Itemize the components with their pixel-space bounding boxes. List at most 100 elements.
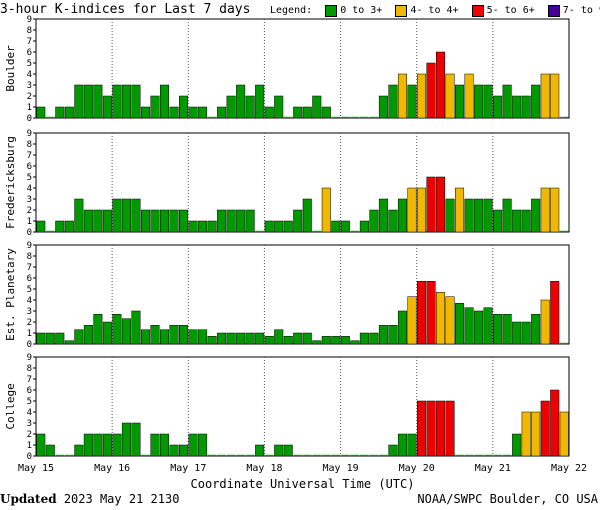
k-index-bar bbox=[436, 400, 446, 457]
k-index-bar bbox=[474, 198, 484, 233]
k-index-bar bbox=[64, 220, 74, 233]
k-index-bar bbox=[46, 116, 55, 118]
k-index-bar bbox=[188, 106, 198, 119]
legend-swatch-yellow bbox=[395, 5, 408, 17]
k-index-bar bbox=[426, 176, 436, 233]
y-tick-label: 4 bbox=[27, 408, 32, 418]
panel-label: Est. Planetary bbox=[4, 248, 17, 341]
legend: Legend: 0 to 3+ 4- to 4+ 5- to 6+ 7- to … bbox=[270, 5, 600, 19]
k-index-bar bbox=[83, 433, 93, 457]
k-index-bar bbox=[331, 220, 341, 233]
k-index-bar bbox=[159, 433, 170, 457]
k-index-bar bbox=[274, 95, 284, 119]
k-index-bar bbox=[93, 314, 103, 345]
y-tick-label: 2 bbox=[27, 92, 32, 102]
k-index-bar bbox=[369, 116, 379, 118]
k-index-bar bbox=[426, 281, 436, 345]
k-index-bar bbox=[283, 444, 293, 457]
k-index-bar bbox=[331, 336, 341, 345]
k-index-bar bbox=[207, 116, 217, 118]
k-index-bar bbox=[531, 314, 541, 345]
y-tick-label: 8 bbox=[27, 140, 32, 150]
source-credit: NOAA/SWPC Boulder, CO USA bbox=[417, 492, 598, 506]
legend-item-label: 4- to 4+ bbox=[410, 5, 459, 16]
y-tick-label: 5 bbox=[27, 59, 32, 69]
k-index-bar bbox=[140, 329, 150, 345]
y-tick-label: 8 bbox=[27, 252, 32, 262]
y-tick-label: 4 bbox=[27, 296, 32, 306]
k-index-bar bbox=[512, 95, 522, 119]
k-index-bar bbox=[131, 198, 141, 233]
x-axis-label: Coordinate Universal Time (UTC) bbox=[191, 477, 415, 491]
k-index-bar bbox=[150, 209, 160, 233]
k-index-bar bbox=[388, 84, 398, 119]
k-index-bar bbox=[540, 400, 550, 457]
k-index-bar bbox=[255, 84, 265, 119]
k-index-bar bbox=[540, 299, 550, 345]
k-index-bar bbox=[303, 454, 312, 456]
y-tick-label: 3 bbox=[27, 81, 32, 91]
k-index-bar bbox=[340, 336, 350, 345]
k-index-bar bbox=[483, 307, 493, 345]
k-index-bar bbox=[140, 106, 150, 119]
k-index-bar bbox=[369, 332, 379, 345]
y-tick-label: 0 bbox=[27, 452, 32, 462]
k-index-bar bbox=[217, 106, 227, 119]
k-index-bar bbox=[179, 325, 189, 345]
y-tick-label: 1 bbox=[27, 441, 32, 451]
k-index-bar bbox=[150, 433, 160, 457]
y-tick-label: 3 bbox=[27, 307, 32, 317]
k-index-bar bbox=[179, 209, 189, 233]
k-index-bar bbox=[102, 209, 112, 233]
k-index-bar bbox=[236, 454, 245, 456]
legend-item-label: 7- to 9 bbox=[562, 5, 600, 16]
updated-value: 2023 May 21 2130 bbox=[63, 492, 180, 506]
k-index-bar bbox=[407, 187, 417, 233]
legend-swatch-green bbox=[325, 5, 338, 17]
k-index-bar bbox=[102, 433, 112, 457]
k-index-bar bbox=[236, 84, 246, 119]
k-index-bar bbox=[264, 106, 274, 119]
k-index-bar bbox=[531, 84, 541, 119]
k-index-bar bbox=[397, 433, 407, 457]
k-index-bar bbox=[217, 454, 226, 456]
y-tick-label: 9 bbox=[27, 241, 32, 251]
k-index-bar bbox=[493, 95, 503, 119]
k-index-bar bbox=[350, 116, 360, 118]
y-tick-label: 7 bbox=[27, 263, 32, 273]
y-tick-label: 5 bbox=[27, 397, 32, 407]
k-index-bar bbox=[159, 329, 170, 345]
k-index-bar bbox=[474, 310, 484, 345]
k-index-bar bbox=[559, 342, 569, 344]
k-index-bar bbox=[36, 220, 46, 233]
k-index-bar bbox=[283, 336, 293, 345]
k-index-bar bbox=[559, 411, 569, 457]
y-tick-label: 0 bbox=[27, 228, 32, 238]
k-index-bar bbox=[65, 454, 74, 456]
legend-swatch-purple bbox=[547, 5, 560, 17]
k-index-bar bbox=[264, 220, 274, 233]
k-index-bar bbox=[312, 454, 322, 456]
k-index-bar bbox=[121, 84, 131, 119]
x-tick-label: May 22 bbox=[551, 463, 587, 474]
k-index-bar bbox=[179, 95, 189, 119]
k-index-bar bbox=[455, 187, 465, 233]
k-index-bar bbox=[369, 209, 379, 233]
k-index-bar bbox=[217, 209, 227, 233]
k-index-bar bbox=[521, 411, 531, 457]
k-index-bar bbox=[64, 106, 74, 119]
k-index-bar bbox=[416, 73, 426, 119]
k-index-bar bbox=[407, 84, 417, 119]
k-index-bar bbox=[274, 444, 284, 457]
k-index-bar bbox=[293, 332, 303, 345]
y-tick-label: 8 bbox=[27, 364, 32, 374]
k-index-bar bbox=[226, 332, 236, 345]
k-index-bar bbox=[426, 62, 436, 119]
k-index-bar bbox=[369, 454, 379, 456]
k-index-bar bbox=[93, 433, 103, 457]
k-index-bar bbox=[274, 329, 284, 345]
k-index-bar bbox=[150, 325, 160, 345]
